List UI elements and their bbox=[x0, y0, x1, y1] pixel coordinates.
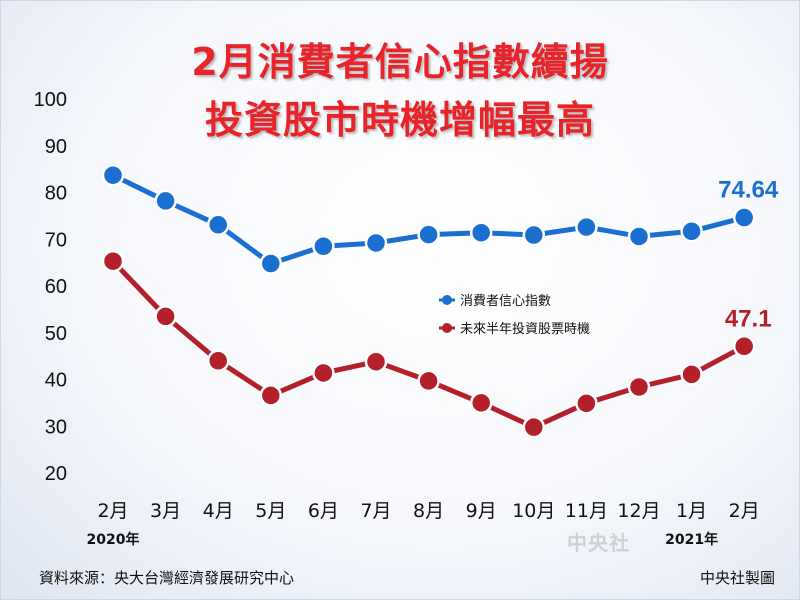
x-tick-label: 7月 bbox=[360, 500, 391, 522]
credit-note: 中央社製圖 bbox=[699, 569, 775, 587]
x-tick-label: 3月 bbox=[150, 500, 181, 522]
end-value-label: 47.1 bbox=[725, 305, 772, 332]
data-point bbox=[522, 415, 546, 439]
series-line-1 bbox=[110, 172, 747, 267]
data-point bbox=[312, 361, 335, 385]
data-point bbox=[732, 206, 756, 229]
data-point bbox=[154, 189, 177, 213]
data-point bbox=[206, 349, 230, 373]
x-tick-label: 1月 bbox=[676, 500, 707, 522]
data-point bbox=[101, 163, 125, 187]
x-tick-label: 2月 bbox=[729, 500, 760, 522]
series-line-2 bbox=[110, 258, 747, 430]
data-point bbox=[680, 220, 703, 243]
legend-label: 消費者信心指數 bbox=[460, 294, 551, 309]
x-tick-label: 6月 bbox=[308, 500, 339, 522]
data-point bbox=[259, 252, 283, 275]
data-point bbox=[417, 369, 440, 393]
data-point bbox=[732, 335, 756, 358]
data-point bbox=[101, 249, 125, 273]
y-tick-label: 50 bbox=[45, 323, 67, 345]
data-point bbox=[575, 392, 598, 415]
y-tick-label: 40 bbox=[45, 370, 67, 392]
end-value-label: 74.64 bbox=[718, 177, 779, 204]
data-point bbox=[364, 350, 388, 373]
x-tick-label: 9月 bbox=[466, 500, 497, 522]
legend-marker bbox=[442, 323, 452, 333]
data-point bbox=[522, 223, 546, 247]
x-tick-label: 12月 bbox=[617, 500, 660, 522]
x-tick-label: 5月 bbox=[255, 500, 286, 522]
x-tick-label: 2月 bbox=[97, 500, 128, 522]
y-tick-label: 30 bbox=[45, 416, 67, 438]
source-note: 資料來源：央大台灣經濟發展研究中心 bbox=[39, 569, 295, 587]
y-tick-label: 60 bbox=[45, 276, 67, 298]
data-point bbox=[627, 375, 651, 399]
data-point bbox=[364, 231, 388, 255]
y-tick-label: 100 bbox=[34, 89, 67, 111]
data-point bbox=[417, 223, 440, 246]
x-tick-label: 8月 bbox=[413, 500, 444, 522]
x-tick-label: 10月 bbox=[512, 500, 555, 522]
data-point bbox=[575, 215, 598, 239]
data-point bbox=[627, 225, 651, 248]
y-tick-label: 80 bbox=[45, 183, 67, 205]
chart-title-line-2: 投資股市時機增幅最高 bbox=[204, 98, 595, 142]
data-point bbox=[259, 384, 283, 407]
data-point bbox=[680, 363, 703, 386]
y-tick-label: 20 bbox=[45, 463, 67, 485]
legend-label: 未來半年投資股票時機 bbox=[460, 321, 590, 337]
y-tick-label: 70 bbox=[45, 229, 67, 251]
chart-title-line-1: 2月消費者信心指數續揚 bbox=[191, 40, 609, 84]
data-point bbox=[154, 305, 177, 328]
data-point bbox=[312, 235, 335, 258]
data-point bbox=[206, 213, 230, 237]
year-label: 2020年 bbox=[87, 531, 140, 548]
year-label: 2021年 bbox=[665, 531, 718, 548]
data-point bbox=[469, 221, 493, 244]
x-tick-label: 11月 bbox=[565, 500, 608, 522]
watermark-logo: 中央社 bbox=[567, 531, 630, 555]
legend-marker bbox=[442, 295, 452, 305]
y-tick-label: 90 bbox=[45, 136, 67, 158]
x-tick-label: 4月 bbox=[203, 500, 234, 522]
data-point bbox=[469, 391, 493, 415]
